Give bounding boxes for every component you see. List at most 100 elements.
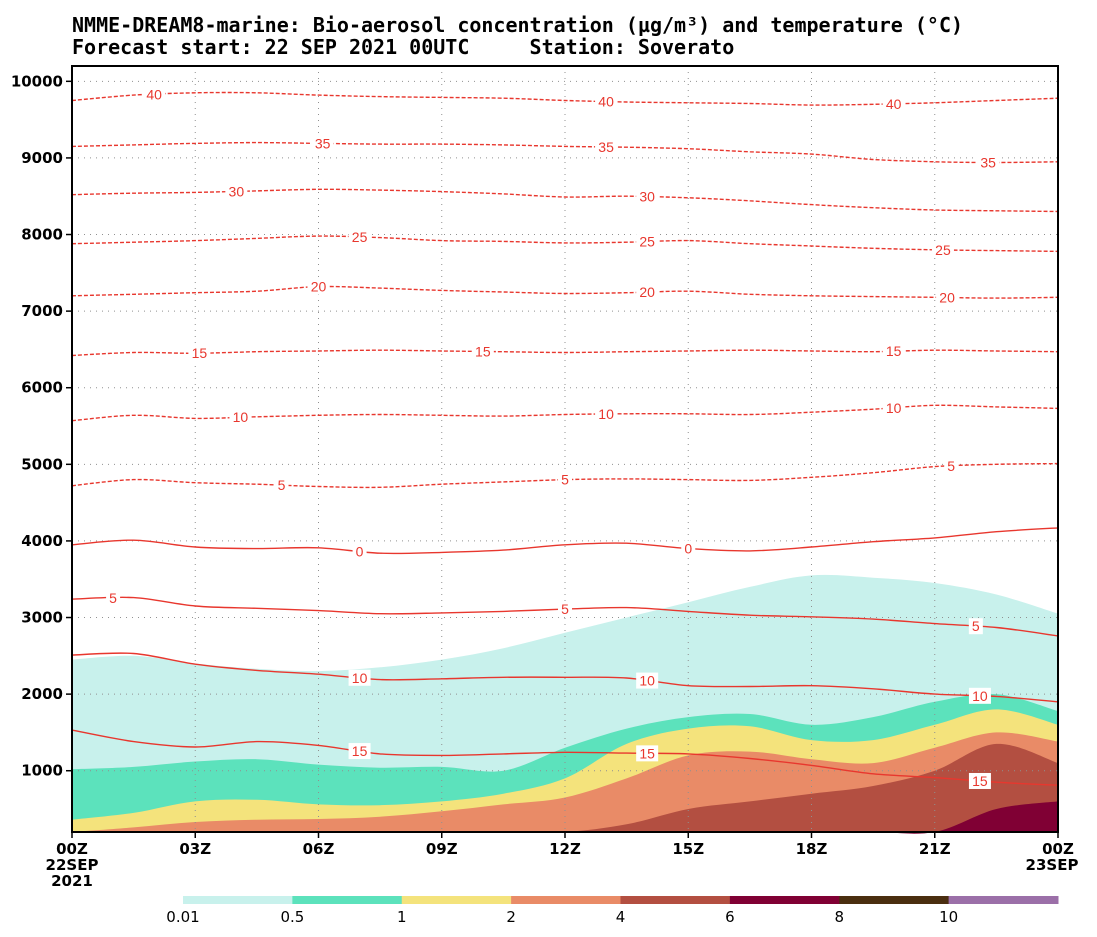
contour-label-bg <box>225 183 248 200</box>
contour-label: 5 <box>109 590 117 606</box>
colorbar-label: 2 <box>506 908 516 926</box>
contour-label: 40 <box>146 86 162 102</box>
contour-label: 10 <box>233 409 249 425</box>
contour-label-bg <box>348 669 371 686</box>
contour-label: 20 <box>939 289 955 305</box>
contour-label-bg <box>348 229 371 246</box>
colorbar-swatch <box>839 896 950 904</box>
colorbar-label: 1 <box>397 908 407 926</box>
contour-label-bg <box>106 590 121 607</box>
y-tick-label: 9000 <box>21 149 63 167</box>
contour-label-bg <box>352 543 367 560</box>
contour-label: 30 <box>639 189 655 205</box>
contour-label: 10 <box>639 673 655 689</box>
colorbar-label: 10 <box>939 908 958 926</box>
contour-label: 40 <box>886 96 902 112</box>
contour-label: 15 <box>192 345 208 361</box>
contour-label: 10 <box>352 670 368 686</box>
contour-label-bg <box>882 95 905 112</box>
temperature-contour-10 <box>71 652 1059 703</box>
contour-labels: 40 40 40 35 35 35 30 30 25 25 25 20 20 20 15 15 15 10 10 10… <box>106 86 1000 789</box>
contour-label-bg <box>681 540 696 557</box>
contour-label-bg <box>968 772 991 789</box>
x-tick-label: 03Z <box>179 840 211 858</box>
colorbar-label: 4 <box>616 908 626 926</box>
contour-label: 5 <box>561 472 569 488</box>
temperature-contour-6 <box>71 404 1059 422</box>
contour-label: 35 <box>980 154 996 170</box>
contour-label-bg <box>558 601 572 618</box>
temperature-contour-8 <box>71 527 1059 555</box>
colorbar: 0.01 0.5 1 2 4 6 8 10 <box>166 896 1059 926</box>
colorbar-swatch <box>729 896 840 904</box>
x-tick-label: 18Z <box>796 840 828 858</box>
contour-label: 5 <box>972 618 980 634</box>
colorbar-swatch <box>620 896 731 904</box>
y-tick-label: 2000 <box>21 685 63 703</box>
colorbar-label: 0.01 <box>166 908 199 926</box>
contour-label-bg <box>595 93 618 110</box>
contour-label: 15 <box>639 745 655 761</box>
colorbar-swatch <box>292 896 403 904</box>
contour-label-bg <box>274 477 289 494</box>
contour-label-bg <box>471 343 494 360</box>
x-tick-label: 06Z <box>303 840 335 858</box>
colorbar-label: 0.5 <box>280 908 304 926</box>
contour-label: 15 <box>475 343 491 359</box>
contour-label: 0 <box>356 543 364 559</box>
concentration-band-5 <box>72 801 1058 834</box>
colorbar-label: 8 <box>834 908 844 926</box>
x-tick-date: 2021 <box>51 872 93 890</box>
x-tick-label: 21Z <box>919 840 951 858</box>
contour-label: 30 <box>229 183 245 199</box>
temperature-contour-1 <box>71 141 1059 164</box>
contour-label-bg <box>636 672 659 689</box>
contour-label: 20 <box>311 279 327 295</box>
contour-label-bg <box>936 289 959 306</box>
contour-label-bg <box>636 188 659 205</box>
y-tick-label: 5000 <box>21 455 63 473</box>
y-tick-label: 7000 <box>21 302 63 320</box>
contour-label-bg <box>311 135 334 152</box>
contour-label: 5 <box>561 601 569 617</box>
contour-label-bg <box>636 284 659 301</box>
x-tick-date: 22SEP <box>46 856 99 874</box>
contour-label-bg <box>595 138 618 155</box>
contour-label-bg <box>968 618 983 635</box>
chart-title: NMME-DREAM8-marine: Bio-aerosol concentr… <box>72 13 964 37</box>
temperature-contour-4 <box>71 285 1059 299</box>
y-tick-label: 10000 <box>11 72 63 90</box>
colorbar-swatch <box>511 896 621 904</box>
contour-label-bg <box>558 471 572 488</box>
axis-ticks: 1000200030004000500060007000800090001000… <box>11 72 1079 890</box>
x-tick-date: 23SEP <box>1026 856 1079 874</box>
contour-label: 10 <box>598 406 614 422</box>
temperature-contour-11 <box>71 729 1059 786</box>
contour-label-bg <box>229 409 252 426</box>
x-tick-label: 15Z <box>672 840 704 858</box>
contour-label: 25 <box>935 242 951 258</box>
grid-lines <box>72 66 1058 832</box>
contour-label: 40 <box>598 93 614 109</box>
contour-label-bg <box>882 343 905 360</box>
contour-label: 0 <box>684 541 692 557</box>
x-tick-label: 00Z <box>56 840 88 858</box>
contour-label-bg <box>977 154 1000 171</box>
contour-label: 10 <box>886 400 902 416</box>
contour-label-bg <box>968 687 991 704</box>
x-tick-label: 09Z <box>426 840 458 858</box>
temperature-contour-0 <box>71 91 1059 106</box>
contour-label: 20 <box>639 284 655 300</box>
contour-label-bg <box>348 743 371 760</box>
contour-label-bg <box>143 86 166 103</box>
contour-label: 10 <box>972 688 988 704</box>
y-tick-label: 8000 <box>21 226 63 244</box>
contour-label-bg <box>882 399 905 416</box>
colorbar-swatch <box>183 896 293 904</box>
contour-label: 15 <box>972 773 988 789</box>
temperature-contour-3 <box>71 235 1059 253</box>
contour-label-bg <box>931 241 954 258</box>
contour-label: 15 <box>352 743 368 759</box>
contour-label: 35 <box>598 139 614 155</box>
